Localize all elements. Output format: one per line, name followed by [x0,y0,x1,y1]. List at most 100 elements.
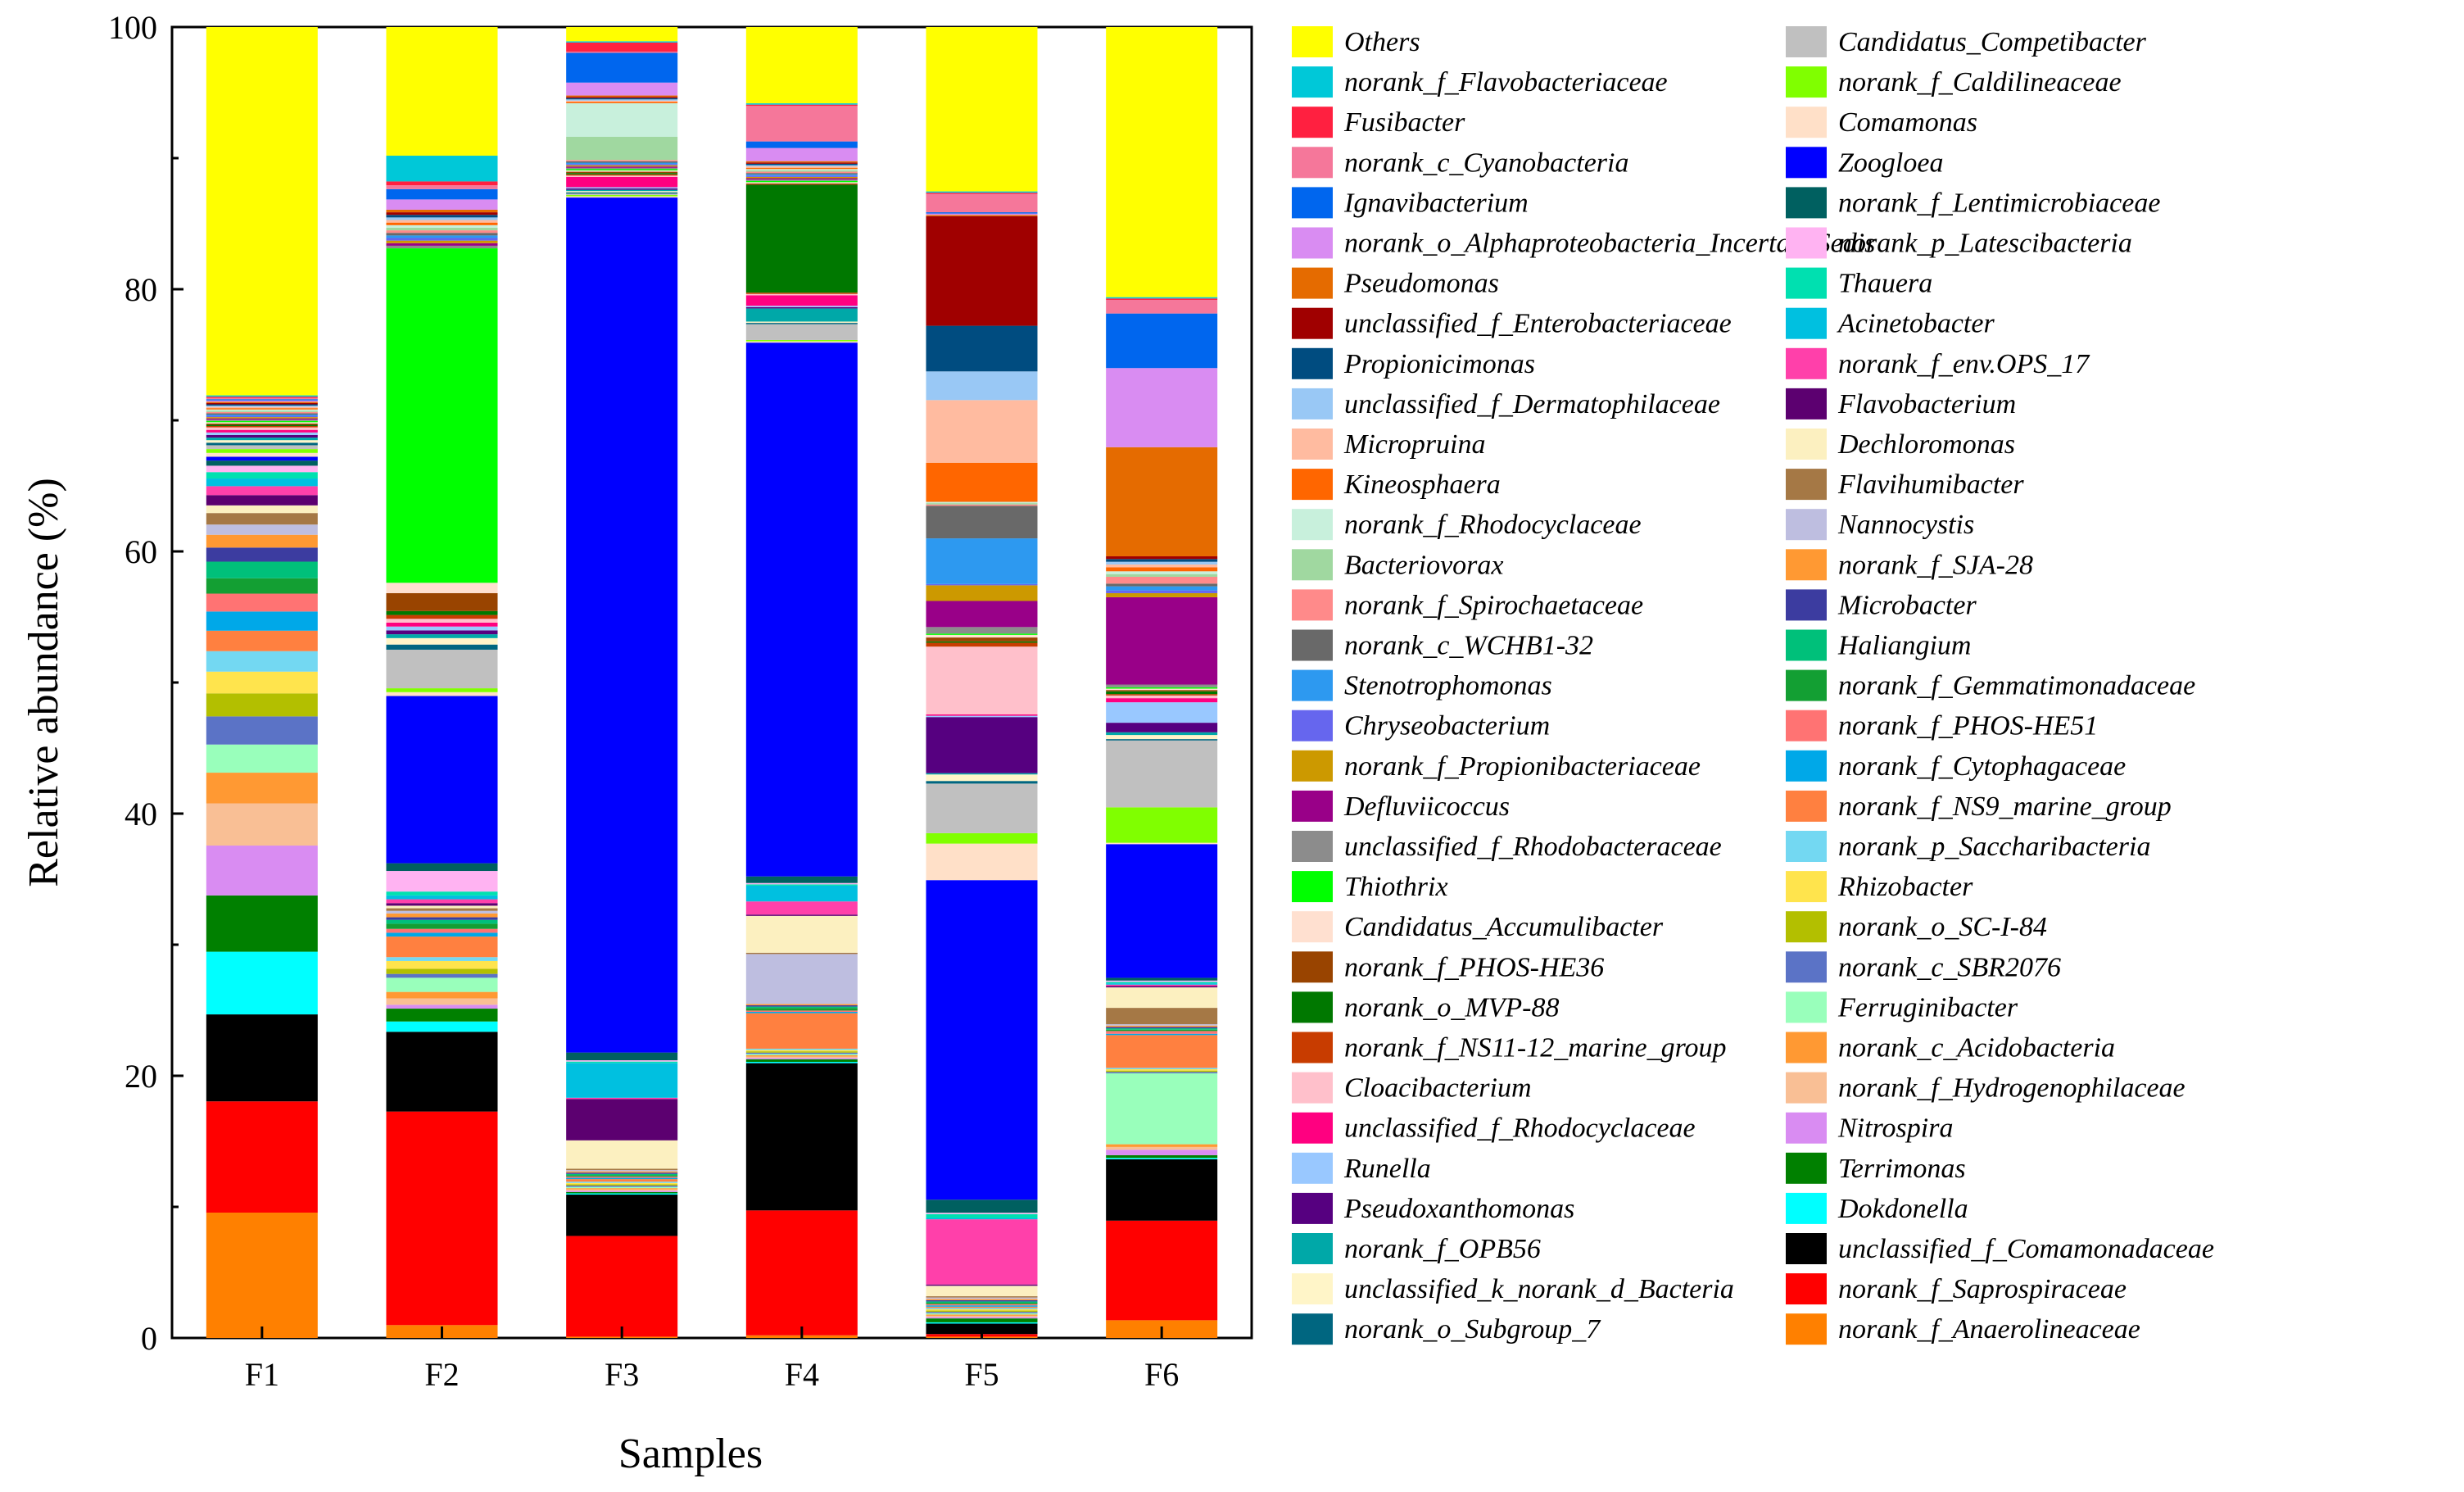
legend-label-Flavihumibacter: Flavihumibacter [1837,469,2024,500]
legend-swatch-Others [1292,26,1333,57]
bar-segment-F6-Bacteriovorax [1106,574,1218,577]
bar-segment-F2-norank_f_Spirochaetaceae [386,230,498,234]
bar-segment-F6-Candidatus_Accumulibacter [1106,688,1218,691]
bar-segment-F6-norank_c_Acidobacteria [1106,1144,1218,1147]
bar-segment-F2-Defluviicoccus [386,243,498,246]
bar-segment-F6-norank_f_Rhodocyclaceae [1106,571,1218,574]
legend-label-Thauera: Thauera [1838,269,1932,299]
bar-segment-F1-Thiothrix [206,420,318,423]
bar-segment-F6-Dechloromonas [1106,987,1218,1009]
bar-segment-F1-Kineosphaera [206,408,318,410]
bar-segment-F4-norank_c_Cyanobacteria [745,106,858,142]
legend-swatch-unclassified_f_Rhodocyclaceae [1292,1112,1333,1144]
legend-swatch-Terrimonas [1786,1152,1827,1184]
bar-segment-F6-Rhizobacter [1106,1069,1218,1071]
legend-swatch-norank_c_Cyanobacteria [1292,147,1333,179]
bar-segment-F5-Dechloromonas [926,1286,1038,1297]
bar-segment-F1-Flavobacterium [206,495,318,506]
bar-segment-F3-norank_f_OPB56 [566,189,678,192]
bar-segment-F2-Thiothrix [386,248,498,583]
axes-group: 0 20 40 60 80 100 F1 F2 F3 F4 F5 F6 [108,9,1179,1393]
legend-swatch-Nitrospira [1786,1112,1827,1144]
bar-segment-F6-Candidatus_Competibacter [1106,740,1218,808]
legend-label-Ignavibacterium: Ignavibacterium [1343,188,1529,218]
bar-segment-F6-norank_f_PHOS-HE51 [1106,1031,1218,1034]
bar-segment-F6-Chryseobacterium [1106,590,1218,593]
bar-segment-F3-Thiothrix [566,169,678,170]
legend-label-Chryseobacterium: Chryseobacterium [1344,711,1550,741]
bar-segment-F5-Pseudoxanthomonas [926,717,1038,773]
bar-segment-F1-unclassified_k_norank_d_Bacteria [206,440,318,443]
bar-segment-F3-Nannocystis [566,1170,678,1172]
bar-segment-F4-norank_f_NS9_marine_group [745,1013,858,1049]
legend-swatch-norank_c_Acidobacteria [1786,1032,1827,1063]
bar-segment-F4-unclassified_f_Rhodobacteraceae [745,179,858,181]
bar-segment-F3-Others [566,27,678,42]
bar-segment-F6-Thauera [1106,982,1218,984]
bar-segment-F1-Thauera [206,472,318,479]
bar-segment-F5-norank_c_SBR2076 [926,1312,1038,1313]
bar-segment-F3-Cloacibacterium [566,175,678,177]
bar-segment-F2-Pseudoxanthomonas [386,630,498,635]
bar-segment-F1-Ferruginibacter [206,744,318,773]
bar-segment-F1-norank_f_Spirochaetaceae [206,411,318,414]
bar-segment-F1-norank_f_Propionibacteriaceae [206,417,318,419]
bar-segment-F2-Thauera [386,891,498,896]
bar-segment-F5-Terrimonas [926,1318,1038,1322]
legend-label-unclassified_f_Enterobacteriaceae: unclassified_f_Enterobacteriaceae [1344,309,1732,339]
x-tick-label-F2: F2 [424,1356,459,1393]
legend-label-Others: Others [1344,27,1420,57]
bar-segment-F4-Nitrospira [745,1058,858,1059]
bar-segment-F4-norank_f_env.OPS_17 [745,901,858,915]
bar-segment-F4-norank_f_PHOS-HE51 [745,1010,858,1012]
bar-segment-F5-norank_f_PHOS-HE51 [926,1304,1038,1306]
legend-label-norank_f_PHOS-HE51: norank_f_PHOS-HE51 [1838,711,2098,741]
bar-segment-F6-Defluviicoccus [1106,596,1218,685]
legend-label-Pseudoxanthomonas: Pseudoxanthomonas [1343,1194,1574,1224]
bar-segment-F1-unclassified_f_Rhodobacteraceae [206,419,318,421]
bar-segment-F5-unclassified_f_Enterobacteriaceae [926,215,1038,326]
legend-swatch-norank_o_MVP-88 [1292,991,1333,1023]
bar-segment-F1-Fusibacter [206,397,318,398]
legend-swatch-norank_o_Subgroup_7 [1292,1313,1333,1345]
bar-segment-F3-norank_f_Spirochaetaceae [566,160,678,161]
bar-segment-F2-unclassified_k_norank_d_Bacteria [386,637,498,645]
legend-label-Zoogloea: Zoogloea [1838,147,1943,178]
bar-segment-F2-norank_f_PHOS-HE36 [386,592,498,611]
bar-segment-F3-norank_o_Alphaproteobacteria_Incertae_Sedis [566,82,678,96]
bar-segment-F5-Others [926,27,1038,192]
bar-segment-F3-unclassified_f_Rhodobacteraceae [566,167,678,170]
bar-segment-F3-norank_f_Saprospiraceae [566,1236,678,1337]
legend-swatch-Pseudomonas [1292,267,1333,299]
bar-segment-F5-Ferruginibacter [926,1313,1038,1315]
bar-segment-F3-Rhizobacter [566,1182,678,1185]
bar-segment-F6-norank_o_SC-I-84 [1106,1070,1218,1073]
bar-segment-F1-norank_f_Rhodocyclaceae [206,409,318,411]
bar-segment-F3-Chryseobacterium [566,164,678,166]
legend-swatch-Fusibacter [1292,107,1333,138]
bar-segment-F5-Cloacibacterium [926,646,1038,715]
bar-segment-F5-Haliangium [926,1301,1038,1304]
bar-segment-F4-norank_f_SJA-28 [745,1004,858,1005]
legend-label-Thiothrix: Thiothrix [1344,872,1448,902]
bar-segment-F4-Thauera [745,884,858,886]
bar-segment-F5-norank_f_Gemmatimonadaceae [926,1303,1038,1304]
bar-segment-F3-norank_c_SBR2076 [566,1185,678,1187]
bar-segment-F1-Micropruina [206,406,318,409]
legend-swatch-Runella [1292,1152,1333,1184]
bar-segment-F2-Nannocystis [386,910,498,914]
bar-segment-F6-norank_f_OPB56 [1106,732,1218,736]
bar-segment-F1-Nitrospira [206,846,318,896]
bar-segment-F4-Zoogloea [745,342,858,877]
bar-segment-F6-norank_f_Caldilineaceae [1106,807,1218,843]
legend-swatch-norank_f_SJA-28 [1786,549,1827,581]
bar-segment-F3-norank_f_PHOS-HE51 [566,1176,678,1178]
bar-segment-F4-norank_f_PHOS-HE36 [745,183,858,185]
legend-swatch-norank_o_Alphaproteobacteria_Incertae_Sedis [1292,227,1333,259]
bar-segment-F2-unclassified_f_Rhodobacteraceae [386,245,498,249]
bar-segment-F4-Rhizobacter [745,1050,858,1052]
bar-segment-F6-norank_f_Saprospiraceae [1106,1220,1218,1321]
bar-segment-F1-Stenotrophomonas [206,414,318,416]
bar-segment-F3-unclassified_k_norank_d_Bacteria [566,191,678,193]
